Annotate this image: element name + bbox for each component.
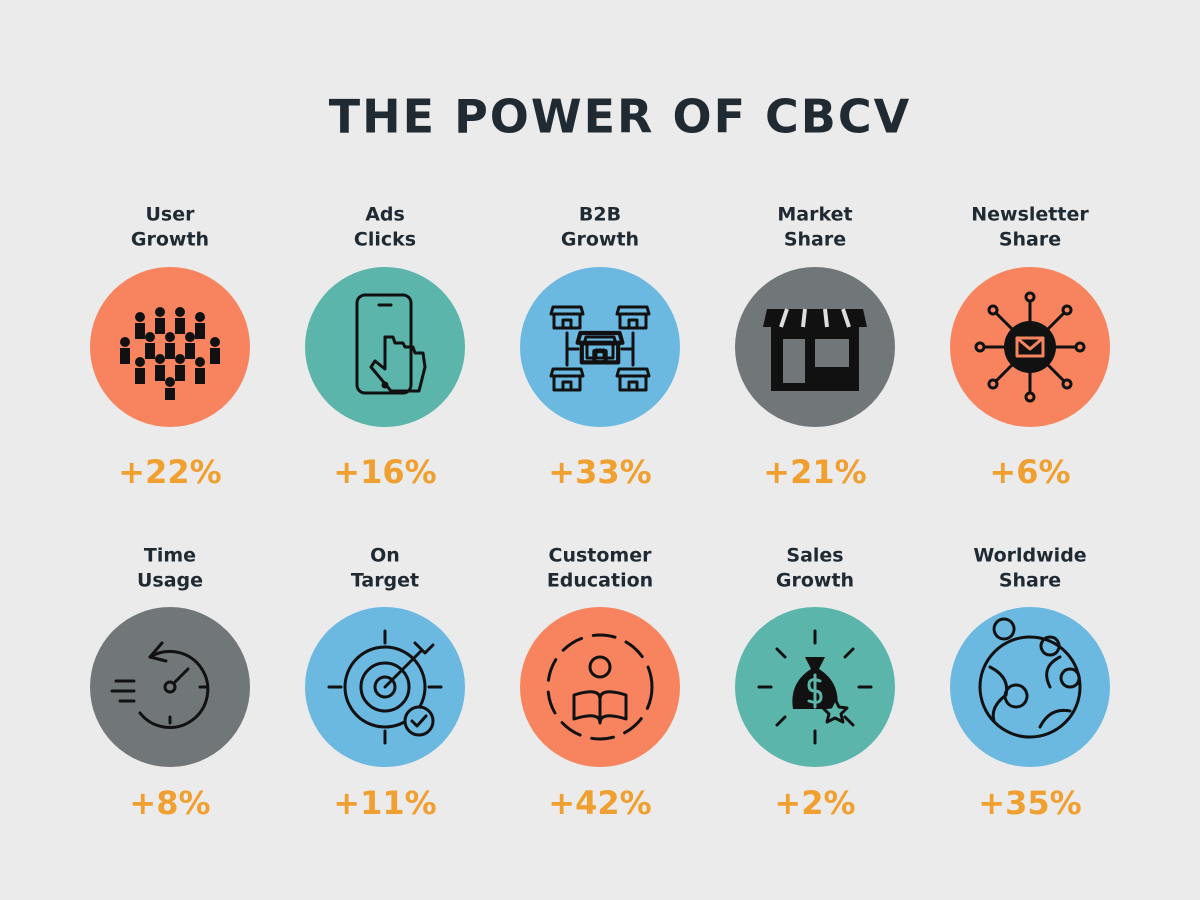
- icon-circle: [520, 267, 680, 427]
- stat-value: +42%: [548, 784, 651, 822]
- stat-label: User: [146, 204, 196, 226]
- stat-label: Sales: [786, 545, 843, 567]
- stat-value: +8%: [129, 784, 210, 822]
- stat-label: Education: [547, 570, 653, 592]
- stat-grid: User Growth +22% Ads Clicks +16% B2B Growth +33%…: [90, 204, 1110, 822]
- stat-card: B2B Growth +33%: [520, 204, 680, 491]
- stat-value: +21%: [763, 453, 866, 491]
- stat-card: On Target +11%: [305, 545, 465, 822]
- stat-card: Customer Education +42%: [520, 545, 680, 822]
- stat-label: Growth: [561, 229, 639, 251]
- icon-circle: [90, 607, 250, 767]
- stat-card: Worldwide Share +35%: [950, 545, 1110, 822]
- stat-label: Target: [351, 570, 419, 592]
- stat-card: Ads Clicks +16%: [305, 204, 465, 491]
- stat-label: Growth: [776, 570, 854, 592]
- icon: [761, 307, 869, 393]
- stat-label: Share: [999, 570, 1061, 592]
- stat-card: User Growth +22%: [90, 204, 250, 491]
- stat-value: +6%: [989, 453, 1070, 491]
- title: THE POWER OF CBCV: [329, 90, 911, 144]
- stat-value: +16%: [333, 453, 436, 491]
- icon-circle: [520, 607, 680, 767]
- stat-value: +2%: [774, 784, 855, 822]
- stat-value: +35%: [978, 784, 1081, 822]
- stat-value: +33%: [548, 453, 651, 491]
- stat-label: Worldwide: [973, 545, 1086, 567]
- icon-circle: [950, 607, 1110, 767]
- stat-label: Growth: [131, 229, 209, 251]
- stat-label: Usage: [137, 570, 203, 592]
- stat-label: On: [370, 545, 400, 567]
- stat-card: Sales Growth +2%: [735, 545, 895, 822]
- stat-label: Ads: [365, 204, 405, 226]
- stat-label: Share: [784, 229, 846, 251]
- stat-label: Clicks: [354, 229, 416, 251]
- stat-value: +22%: [118, 453, 221, 491]
- stat-card: Market Share +21%: [735, 204, 895, 491]
- stat-label: Share: [999, 229, 1061, 251]
- stat-label: B2B: [579, 204, 621, 226]
- stat-card: Time Usage +8%: [90, 545, 250, 822]
- stat-card: Newsletter Share +6%: [950, 204, 1110, 491]
- stat-label: Time: [144, 545, 196, 567]
- stat-label: Customer: [549, 545, 653, 567]
- stat-label: Newsletter: [971, 204, 1089, 226]
- stat-label: Market: [777, 204, 852, 226]
- stat-value: +11%: [333, 784, 436, 822]
